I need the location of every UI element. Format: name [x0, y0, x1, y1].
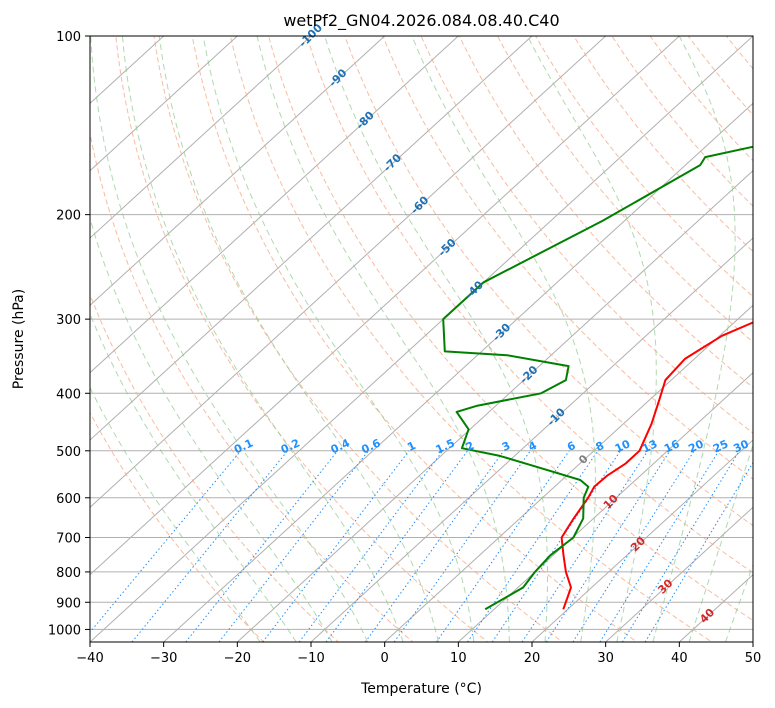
- moist-adiabat-line: [324, 36, 549, 642]
- dry-adiabat-line: [90, 130, 414, 642]
- isotherm-line: [90, 36, 238, 172]
- dry-adiabat-line: [229, 36, 713, 642]
- chart-title: wetPf2_GN04.2026.084.08.40.C40: [283, 11, 559, 31]
- moist-adiabat-line: [90, 386, 261, 642]
- mixing-ratio-label: 20: [686, 437, 706, 455]
- isotherm-line: [90, 36, 386, 307]
- mixing-ratio-label: 25: [711, 437, 730, 455]
- mixing-ratio-line: [218, 450, 369, 642]
- mixing-ratio-line: [572, 450, 695, 642]
- mixing-ratio-label: 13: [640, 437, 659, 455]
- isotherm-line: [90, 36, 533, 441]
- dry-adiabat-line: [496, 36, 753, 343]
- mixing-ratio-line: [185, 450, 338, 642]
- dry-adiabat-line: [535, 36, 753, 298]
- moist-adiabat-line: [202, 36, 475, 642]
- y-tick-label: 400: [56, 387, 81, 402]
- moist-adiabat-line: [652, 36, 736, 642]
- background-lines: [90, 23, 775, 654]
- x-tick-label: 10: [450, 651, 467, 666]
- isotherm-line: [90, 36, 312, 239]
- isotherm-line: [90, 36, 753, 642]
- isotherm-line: [163, 102, 753, 642]
- profile-lines: [442, 145, 753, 611]
- y-tick-label: 100: [56, 30, 81, 45]
- y-tick-label: 200: [56, 209, 81, 224]
- moist-adiabat-line: [158, 36, 439, 642]
- y-axis-label: Pressure (hPa): [11, 289, 27, 389]
- mixing-ratio-label: 16: [662, 437, 682, 455]
- moist-adiabat-line: [688, 443, 753, 642]
- dry-adiabat-line: [268, 36, 753, 622]
- mixing-ratio-line: [436, 450, 570, 642]
- x-tick-label: −10: [297, 651, 324, 666]
- plot-frame: [89, 35, 754, 643]
- x-tick-label: 0: [381, 651, 389, 666]
- isotherm-line: [90, 36, 680, 576]
- moist-adiabat-line: [725, 563, 753, 642]
- isotherm-line: [531, 439, 753, 642]
- isotherm-line: [752, 641, 753, 642]
- dry-adiabat-line: [420, 36, 753, 434]
- dry-adiabat-line: [306, 36, 753, 574]
- mixing-ratio-line: [262, 450, 410, 642]
- mixing-ratio-line: [467, 450, 599, 642]
- mixing-ratio-label: 10: [613, 437, 633, 455]
- mixing-ratio-line: [131, 450, 288, 642]
- moist-adiabat-line: [411, 36, 596, 642]
- x-tick-label: 40: [671, 651, 688, 666]
- isotherm-line: [236, 169, 753, 642]
- moist-adiabat-line: [90, 216, 333, 642]
- mixing-ratio-line: [393, 450, 531, 642]
- mixing-ratio-line: [599, 450, 720, 642]
- y-tick-label: 500: [56, 445, 81, 460]
- dry-adiabat-line: [153, 36, 564, 642]
- dry-adiabat-line: [115, 36, 489, 642]
- moist-adiabat-line: [90, 312, 297, 642]
- mixing-ratio-line: [90, 450, 242, 633]
- mixing-ratio-line: [644, 461, 753, 642]
- mixing-ratio-line: [621, 450, 740, 642]
- x-tick-label: −20: [224, 651, 251, 666]
- y-tick-label: 1000: [48, 623, 81, 638]
- isotherm-line: [90, 36, 459, 374]
- dry-adiabat-line: [344, 36, 753, 527]
- x-tick-label: 50: [745, 651, 762, 666]
- temperature-profile-line: [560, 321, 753, 610]
- dry-adiabat-line: [754, 23, 775, 654]
- x-tick-label: 30: [597, 651, 614, 666]
- y-tick-label: 800: [56, 566, 81, 581]
- mixing-ratio-line: [364, 450, 505, 642]
- moist-adiabat-line: [256, 36, 510, 642]
- moist-adiabat-line: [90, 36, 369, 642]
- isotherm-line: [90, 36, 607, 509]
- x-tick-label: −30: [150, 651, 177, 666]
- y-tick-label: 600: [56, 492, 81, 507]
- y-tick-label: 900: [56, 596, 81, 611]
- axes: −40 −30 −20 −10 0 10 20 30 40 50 100 200 300 400 500 60…: [48, 30, 761, 666]
- dewpoint-profile-line: [442, 145, 753, 611]
- dry-adiabat-line: [382, 36, 753, 480]
- dry-adiabat-line: [90, 293, 339, 642]
- dry-adiabat-line: [611, 36, 753, 207]
- mixing-ratio-label: 30: [731, 437, 751, 455]
- x-tick-label: 20: [524, 651, 541, 666]
- dry-adiabat-line: [191, 36, 638, 642]
- x-tick-label: −40: [76, 651, 103, 666]
- isotherm-line: [605, 506, 753, 642]
- y-tick-label: 700: [56, 532, 81, 547]
- x-axis-label: Temperature (°C): [360, 681, 482, 697]
- moist-adiabat-line: [121, 36, 404, 642]
- y-tick-label: 300: [56, 313, 81, 328]
